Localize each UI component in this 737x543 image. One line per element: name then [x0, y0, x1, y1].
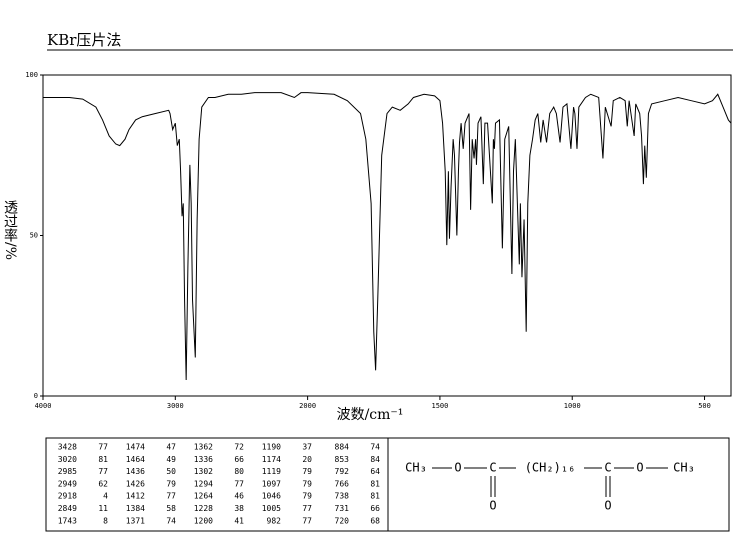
bonds [432, 467, 668, 497]
table-transmittance: 50 [166, 467, 176, 476]
table-transmittance: 79 [166, 479, 176, 488]
table-wavenumber: 1294 [194, 479, 213, 488]
table-transmittance: 41 [234, 516, 244, 525]
table-transmittance: 77 [166, 492, 176, 501]
table-transmittance: 8 [103, 516, 108, 525]
table-wavenumber: 2949 [58, 479, 77, 488]
table-transmittance: 79 [302, 479, 312, 488]
table-transmittance: 77 [234, 479, 244, 488]
x-tick-label: 4000 [35, 402, 52, 410]
table-transmittance: 62 [98, 479, 108, 488]
x-tick-label: 500 [698, 402, 711, 410]
table-transmittance: 77 [98, 443, 108, 452]
y-axis-label: 透过率/% [2, 200, 18, 261]
table-transmittance: 84 [370, 455, 380, 464]
table-transmittance: 66 [234, 455, 244, 464]
table-wavenumber: 1005 [262, 504, 281, 513]
table-wavenumber: 982 [267, 516, 282, 525]
table-wavenumber: 1362 [194, 443, 213, 452]
y-tick-label: 0 [34, 392, 38, 400]
table-wavenumber: 853 [335, 455, 350, 464]
x-tick-label: 2000 [299, 402, 316, 410]
table-transmittance: 58 [166, 504, 176, 513]
structure-group: CH₃ [405, 461, 427, 475]
table-transmittance: 79 [302, 492, 312, 501]
structure-group: O [636, 461, 643, 475]
table-wavenumber: 3428 [58, 443, 77, 452]
carbonyl-oxygen: O [604, 499, 611, 513]
table-wavenumber: 731 [335, 504, 350, 513]
table-wavenumber: 1174 [262, 455, 281, 464]
table-transmittance: 81 [370, 492, 380, 501]
title: KBr压片法 [47, 31, 121, 49]
table-transmittance: 37 [302, 443, 312, 452]
table-wavenumber: 1384 [126, 504, 145, 513]
table-transmittance: 74 [166, 516, 176, 525]
table-transmittance: 77 [302, 504, 312, 513]
table-wavenumber: 1336 [194, 455, 213, 464]
y-tick-label: 50 [30, 232, 38, 240]
table-wavenumber: 720 [335, 516, 350, 525]
table-transmittance: 47 [166, 443, 176, 452]
table-transmittance: 77 [302, 516, 312, 525]
x-tick-label: 1000 [564, 402, 581, 410]
table-transmittance: 4 [103, 492, 108, 501]
table-wavenumber: 1046 [262, 492, 281, 501]
x-axis-label: 波数/cm⁻¹ [337, 407, 404, 423]
table-wavenumber: 1436 [126, 467, 145, 476]
table-wavenumber: 1426 [126, 479, 145, 488]
structure-group: CH₃ [673, 461, 695, 475]
structure-group: C [604, 461, 611, 475]
structure-group: C [489, 461, 496, 475]
table-wavenumber: 738 [335, 492, 350, 501]
table-wavenumber: 1097 [262, 479, 281, 488]
table-wavenumber: 1228 [194, 504, 213, 513]
table-wavenumber: 3020 [58, 455, 77, 464]
table-wavenumber: 2918 [58, 492, 77, 501]
table-wavenumber: 1119 [262, 467, 281, 476]
structure-group: (CH₂)₁₆ [525, 461, 576, 475]
x-tick-label: 3000 [167, 402, 184, 410]
table-transmittance: 77 [98, 467, 108, 476]
table-wavenumber: 1200 [194, 516, 213, 525]
table-transmittance: 80 [234, 467, 244, 476]
table-wavenumber: 1190 [262, 443, 281, 452]
table-transmittance: 46 [234, 492, 244, 501]
table-transmittance: 64 [370, 467, 380, 476]
table-wavenumber: 792 [335, 467, 350, 476]
carbonyl-oxygen: O [489, 499, 496, 513]
table-transmittance: 72 [234, 443, 244, 452]
table-transmittance: 49 [166, 455, 176, 464]
table-transmittance: 11 [98, 504, 108, 513]
table-wavenumber: 1464 [126, 455, 145, 464]
table-wavenumber: 1743 [58, 516, 77, 525]
table-wavenumber: 1264 [194, 492, 213, 501]
table-transmittance: 38 [234, 504, 244, 513]
table-wavenumber: 766 [335, 479, 350, 488]
table-transmittance: 79 [302, 467, 312, 476]
spectrum-line [43, 92, 732, 380]
x-tick-label: 1500 [431, 402, 448, 410]
structure-group: O [454, 461, 461, 475]
table-wavenumber: 1412 [126, 492, 145, 501]
table-wavenumber: 2849 [58, 504, 77, 513]
table-transmittance: 81 [98, 455, 108, 464]
table-transmittance: 68 [370, 516, 380, 525]
table-transmittance: 66 [370, 504, 380, 513]
table-wavenumber: 1371 [126, 516, 145, 525]
table-transmittance: 20 [302, 455, 312, 464]
table-wavenumber: 1474 [126, 443, 145, 452]
table-transmittance: 74 [370, 443, 380, 452]
table-wavenumber: 2985 [58, 467, 77, 476]
y-tick-label: 100 [25, 71, 38, 79]
table-wavenumber: 884 [335, 443, 350, 452]
table-transmittance: 81 [370, 479, 380, 488]
table-wavenumber: 1302 [194, 467, 213, 476]
